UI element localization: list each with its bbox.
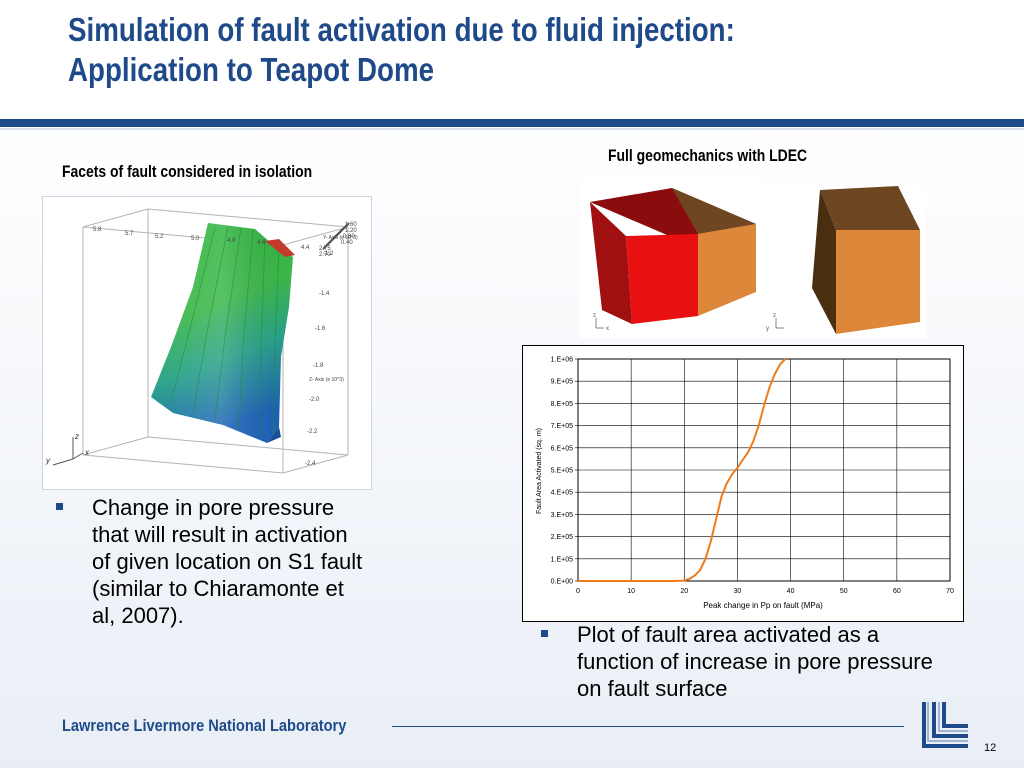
z-tick-label: -1.8	[313, 363, 324, 369]
x-tick-label: 40	[787, 588, 795, 595]
y-tick-label: 1.E+06	[551, 357, 573, 364]
triad-label-z: z	[74, 432, 79, 441]
top-tick-label: 4.8	[227, 238, 236, 244]
z-tick-label: -1.6	[315, 326, 326, 332]
x-tick-label: 0	[576, 588, 580, 595]
y-axis-label: Y- Axis (e 10^3)	[323, 235, 358, 241]
y-tick-label: 7.E+05	[551, 423, 573, 430]
x-tick-label: 10	[627, 588, 635, 595]
slide-title-line2: Application to Teapot Dome	[68, 51, 435, 88]
triad-label-x: x	[84, 448, 90, 457]
triad-label-y: y	[45, 456, 51, 465]
top-tick-label: 5.0	[191, 236, 200, 242]
fault-surface-figure: 5.8 5.7 5.2 5.0 4.8 4.6 4.4 1.60 1.20 0.…	[42, 196, 372, 490]
fault-surface-svg: 5.8 5.7 5.2 5.0 4.8 4.6 4.4 1.60 1.20 0.…	[45, 208, 358, 474]
orientation-triad	[52, 437, 84, 466]
y-tick-label: 0.E+00	[551, 579, 573, 586]
z-axis-label: Z- Axis (e 10^3)	[309, 377, 344, 383]
z-tick-label: -2.4	[305, 461, 316, 467]
triad-label-x: x	[606, 326, 609, 332]
series-line	[578, 358, 787, 582]
footer-lab-name: Lawrence Livermore National Laboratory	[62, 716, 347, 735]
bullet-marker	[56, 503, 63, 510]
y-tick-label: 8.E+05	[551, 401, 573, 408]
x-axis-label: Peak change in Pp on fault (MPa)	[703, 601, 823, 610]
bullet-text: Plot of fault area activated as a functi…	[577, 622, 933, 701]
blocks-orientation-triads	[595, 318, 784, 329]
block-full-model	[590, 188, 756, 324]
x-tick-label: 70	[946, 588, 954, 595]
z-tick-label: -2.0	[309, 397, 320, 403]
ldec-blocks-svg: z x z y	[580, 180, 926, 338]
block-fault-facet	[812, 186, 920, 334]
z-tick-label: -1.2	[323, 251, 334, 257]
side-tick-marks	[322, 222, 350, 250]
ldec-blocks-figure: z x z y	[580, 178, 926, 338]
caption-fault-facets: Facets of fault considered in isolation	[62, 162, 313, 181]
top-tick-label: 4.6	[257, 240, 266, 246]
y-tick-label: 3.E+05	[551, 512, 573, 519]
side-tick-label: 1.60	[345, 222, 357, 228]
triad-label-y: y	[766, 326, 769, 332]
y-axis-label: Fault Area Activated (sq. m)	[536, 428, 543, 514]
page-number: 12	[984, 742, 997, 754]
y-tick-label: 6.E+05	[551, 445, 573, 452]
top-tick-label: 4.4	[301, 245, 310, 251]
x-tick-label: 60	[893, 588, 901, 595]
side-tick-label: 2.70	[319, 252, 331, 258]
triad-label-z: z	[773, 313, 776, 319]
y-tick-label: 5.E+05	[551, 468, 573, 475]
side-tick-label: 1.20	[345, 228, 357, 234]
y-tick-label: 1.E+05	[551, 556, 573, 563]
slide-title-line1: Simulation of fault activation due to fl…	[68, 11, 735, 48]
y-tick-label: 9.E+05	[551, 379, 573, 386]
triad-label-z: z	[593, 313, 596, 319]
x-tick-label: 20	[680, 588, 688, 595]
z-tick-label: -2.2	[307, 429, 318, 435]
side-tick-label: 0.80	[343, 234, 355, 240]
y-tick-label: 4.E+05	[551, 490, 573, 497]
caption-geomechanics: Full geomechanics with LDEC	[608, 146, 808, 165]
top-tick-label: 5.2	[155, 234, 164, 240]
bullet-marker	[541, 630, 548, 637]
y-tick-label: 2.E+05	[551, 534, 573, 541]
top-tick-label: 5.7	[125, 231, 134, 237]
slide-title: Simulation of fault activation due to fl…	[68, 10, 824, 90]
fault-surface	[151, 223, 295, 443]
activation-chart: 0 10 20 30 40 50 60 70 0.E+00 1.E+05 2.E+05 3.E+05 4…	[522, 345, 964, 622]
activation-chart-svg: 0 10 20 30 40 50 60 70 0.E+00 1.E+05 2.E+05 3.E+05 4…	[536, 357, 954, 611]
x-tick-label: 50	[840, 588, 848, 595]
bullet-text: Change in pore pressure that will result…	[92, 495, 363, 628]
side-tick-label: 2.75	[319, 246, 331, 252]
llnl-logo-icon	[922, 702, 968, 748]
x-tick-label: 30	[734, 588, 742, 595]
side-tick-label: 0.40	[341, 240, 353, 246]
footer-divider	[392, 726, 904, 727]
title-divider-shadow	[0, 128, 1024, 130]
title-divider-bar	[0, 119, 1024, 127]
z-tick-label: -1.4	[319, 291, 330, 297]
top-tick-label: 5.8	[93, 227, 102, 233]
